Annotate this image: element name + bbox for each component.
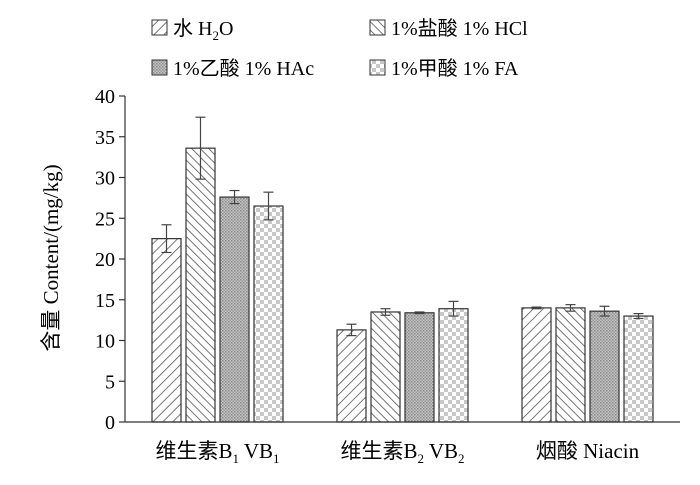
x-axis: 维生素B1 VB1 维生素B2 VB2 烟酸 Niacin (125, 421, 680, 466)
bars (151, 116, 654, 423)
bar (521, 307, 552, 423)
y-tick-label: 20 (95, 249, 115, 271)
bar (219, 196, 250, 423)
y-tick-label: 25 (95, 208, 115, 230)
category-label: 维生素B1 VB1 (155, 439, 279, 466)
y-tick-label: 10 (95, 331, 115, 353)
bar (438, 308, 469, 423)
bar (404, 312, 435, 423)
legend: 水 H2O 1%盐酸 1% HCl 1%乙酸 1% HAc 1%甲酸 1% FA (151, 17, 528, 80)
legend-label: 1%盐酸 1% HCl (391, 17, 528, 40)
legend-label: 1%甲酸 1% FA (391, 57, 519, 80)
category-label: 烟酸 Niacin (536, 439, 640, 463)
legend-label: 1%乙酸 1% HAc (173, 57, 314, 80)
legend-swatch (151, 59, 168, 76)
bar (253, 205, 284, 423)
legend-label: 水 H2O (173, 17, 233, 43)
legend-swatch (151, 19, 168, 36)
bar (370, 311, 401, 423)
bar (589, 310, 620, 423)
bar (336, 329, 367, 423)
category-label: 维生素B2 VB2 (340, 439, 464, 466)
y-tick-label: 0 (105, 412, 115, 434)
y-axis: 0 5 10 15 20 25 30 35 40 (95, 86, 126, 434)
y-tick-label: 40 (95, 86, 115, 108)
y-tick-label: 5 (105, 371, 115, 393)
y-tick-label: 35 (95, 127, 115, 149)
y-tick-label: 15 (95, 290, 115, 312)
bar (185, 147, 216, 423)
bar (623, 315, 654, 423)
bar (151, 238, 182, 423)
legend-swatch (369, 59, 386, 76)
legend-swatch (369, 19, 386, 36)
y-tick-label: 30 (95, 168, 115, 190)
y-axis-title: 含量 Content/(mg/kg) (39, 164, 63, 351)
bar (555, 307, 586, 423)
